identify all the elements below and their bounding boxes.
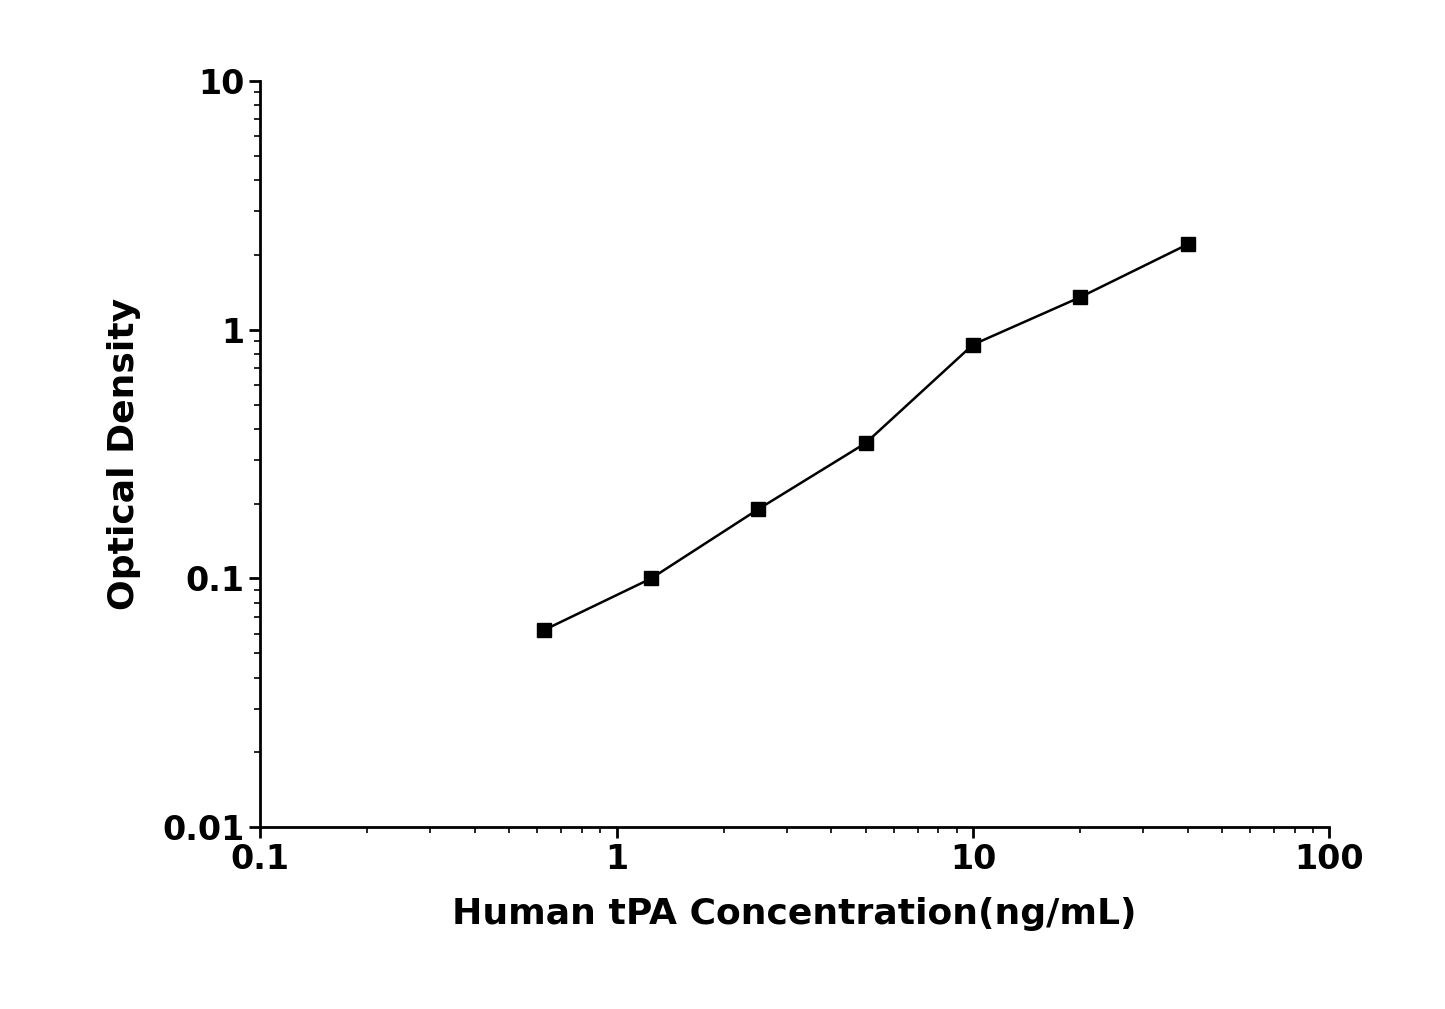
X-axis label: Human tPA Concentration(ng/mL): Human tPA Concentration(ng/mL) [452,897,1137,931]
Y-axis label: Optical Density: Optical Density [107,298,142,610]
